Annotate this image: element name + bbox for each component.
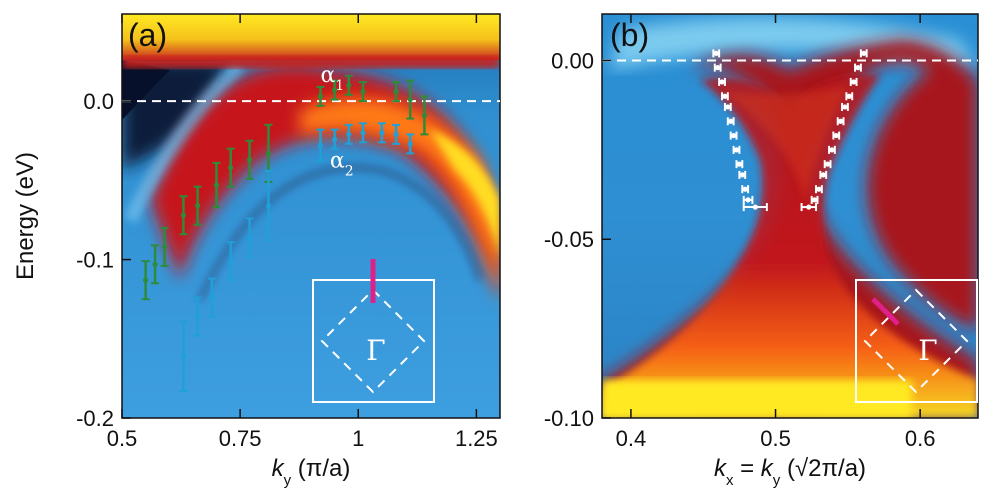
data-point-b-1-10 — [815, 185, 823, 194]
data-point-b-1-9 — [819, 170, 828, 179]
data-point-a-1-11 — [392, 123, 401, 145]
x-tick-label-a-0: 0.5 — [107, 426, 138, 451]
data-point-a-0-15 — [420, 95, 429, 136]
panel-label-b: (b) — [610, 17, 649, 53]
x-tick-label-a-3: 1.25 — [455, 426, 498, 451]
data-point-b-0-12 — [742, 203, 768, 212]
panel-label-a: (a) — [128, 17, 167, 53]
data-point-b-0-10 — [741, 185, 750, 194]
panel-b-heatmap — [602, 14, 978, 418]
data-point-b-0-11 — [742, 195, 754, 204]
data-point-a-1-0 — [179, 320, 188, 393]
data-point-b-0-8 — [735, 160, 744, 169]
panel-a-heatmap — [122, 14, 500, 418]
data-point-b-0-7 — [732, 145, 741, 154]
x-tick-label-a-2: 1 — [352, 426, 364, 451]
panel-b-axes: 0.4 0.5 0.6 0.00 -0.05 -0.10 — [544, 14, 936, 451]
data-point-b-1-12 — [800, 203, 818, 212]
data-point-a-0-7 — [245, 139, 254, 180]
panel-b: Γ 0.4 0.5 0.6 0.00 -0.05 -0.10 (b) kx = ky (√… — [544, 13, 979, 489]
data-point-a-0-6 — [226, 147, 235, 188]
data-point-a-1-10 — [377, 122, 386, 144]
data-point-a-0-10 — [330, 79, 339, 101]
y-tick-label-b-1: -0.05 — [544, 227, 594, 252]
data-point-a-1-7 — [330, 128, 339, 150]
y-tick-label-a-2: -0.2 — [76, 406, 114, 431]
data-point-a-1-9 — [358, 122, 367, 144]
data-point-b-1-2 — [849, 77, 858, 86]
y-tick-label-b-2: -0.10 — [544, 406, 594, 431]
data-point-b-0-2 — [718, 77, 726, 86]
data-point-a-1-3 — [226, 241, 235, 282]
data-point-a-1-6 — [316, 128, 325, 163]
data-point-a-1-8 — [344, 123, 353, 145]
data-point-b-1-4 — [841, 102, 849, 111]
band-label-alpha1: α1 — [320, 63, 344, 94]
data-point-a-0-3 — [179, 195, 188, 236]
data-point-a-0-0 — [141, 260, 150, 301]
data-point-a-0-11 — [344, 74, 353, 96]
panel-b-inset: Γ — [855, 279, 978, 403]
data-point-a-0-4 — [193, 185, 202, 226]
data-point-a-0-1 — [151, 244, 160, 285]
panel-a-series — [141, 74, 429, 393]
panel-b-x-axis-title: kx = ky (√2π/a) — [714, 455, 866, 489]
data-point-b-1-3 — [845, 92, 854, 101]
x-tick-label-b-0: 0.4 — [616, 426, 647, 451]
data-point-b-1-7 — [828, 145, 836, 154]
data-point-b-0-5 — [726, 117, 735, 126]
data-point-a-1-4 — [245, 217, 254, 258]
gamma-label: Γ — [366, 334, 385, 367]
panel-a-frame — [121, 13, 501, 419]
data-point-b-1-6 — [832, 131, 841, 140]
x-tick-label-b-2: 0.6 — [905, 426, 936, 451]
data-point-b-1-11 — [810, 195, 819, 204]
data-point-a-0-5 — [212, 161, 221, 209]
data-point-b-1-5 — [836, 117, 845, 126]
panel-a-x-axis-title: ky (π/a) — [272, 455, 351, 489]
data-point-a-1-12 — [406, 133, 415, 155]
data-point-a-1-5 — [264, 169, 273, 242]
data-point-b-1-1 — [854, 63, 862, 72]
data-point-b-0-9 — [738, 170, 747, 179]
y-axis-title: Energy (eV) — [12, 152, 39, 280]
panel-b-frame — [601, 13, 979, 419]
data-point-b-0-3 — [721, 92, 729, 101]
panel-a: α1 α2 Γ 0.5 0.75 1 1.25 0.0 -0.1 -0.2 (a) Ener… — [12, 13, 501, 489]
band-label-alpha2: α2 — [330, 149, 354, 180]
data-point-b-0-0 — [712, 49, 721, 58]
gamma-label-b: Γ — [918, 334, 937, 367]
data-point-a-1-1 — [193, 296, 202, 337]
y-tick-label-b-0: 0.00 — [551, 48, 594, 73]
panel-b-series — [712, 49, 868, 212]
data-point-b-0-6 — [729, 131, 738, 140]
data-point-b-0-1 — [713, 63, 722, 72]
data-point-a-0-12 — [358, 81, 367, 103]
data-point-b-1-0 — [859, 49, 868, 58]
data-point-a-0-14 — [406, 79, 415, 120]
data-point-a-1-2 — [207, 277, 216, 318]
data-point-a-0-9 — [316, 85, 325, 107]
x-tick-label-b-1: 0.5 — [760, 426, 791, 451]
data-point-b-1-8 — [823, 160, 832, 169]
data-point-b-0-4 — [723, 102, 732, 111]
x-tick-label-a-1: 0.75 — [219, 426, 262, 451]
data-point-a-0-13 — [392, 81, 401, 103]
panel-a-axes: 0.5 0.75 1 1.25 0.0 -0.1 -0.2 — [76, 14, 498, 451]
panel-a-inset: Γ — [312, 259, 435, 403]
panel-b-cut-marker — [871, 297, 900, 326]
y-tick-label-a-1: -0.1 — [76, 248, 114, 273]
data-point-a-0-2 — [160, 226, 169, 267]
y-tick-label-a-0: 0.0 — [83, 89, 114, 114]
